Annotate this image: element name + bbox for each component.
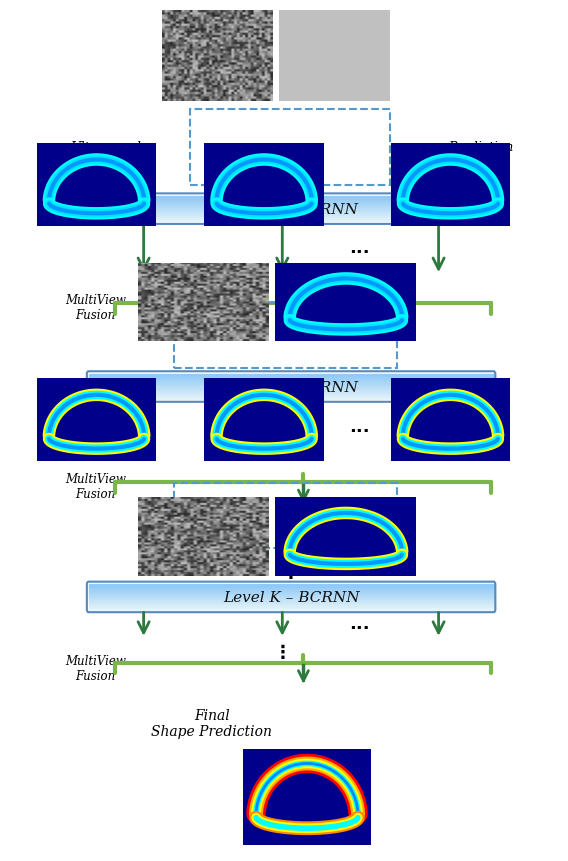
Bar — [89, 381, 494, 382]
Bar — [89, 211, 494, 212]
Bar — [89, 397, 494, 399]
Bar — [89, 218, 494, 220]
Bar — [89, 377, 494, 378]
Bar — [89, 199, 494, 201]
Bar — [89, 208, 494, 209]
Text: ⋮: ⋮ — [273, 643, 291, 661]
Bar — [89, 209, 494, 211]
Bar — [89, 197, 494, 198]
Bar — [89, 220, 494, 222]
Bar — [89, 378, 494, 380]
Bar — [89, 217, 494, 218]
Bar — [89, 585, 494, 587]
Bar — [89, 601, 494, 603]
Bar — [89, 604, 494, 606]
Bar — [89, 392, 494, 393]
Bar — [89, 387, 494, 388]
Bar — [89, 198, 494, 199]
Bar — [89, 595, 494, 596]
Text: Level K – BCRNN: Level K – BCRNN — [223, 591, 360, 604]
Bar — [89, 603, 494, 604]
Text: MultiView
Fusion: MultiView Fusion — [65, 654, 126, 682]
Bar — [89, 201, 494, 203]
Bar — [174, 484, 396, 548]
Bar — [89, 385, 494, 386]
Bar — [89, 591, 494, 592]
Bar — [89, 396, 494, 397]
Bar — [89, 598, 494, 600]
Bar — [89, 596, 494, 598]
Text: ...: ... — [349, 418, 370, 436]
Bar — [89, 380, 494, 381]
Text: Level 1 – BCRNN: Level 1 – BCRNN — [224, 380, 358, 394]
Text: MultiView
Fusion: MultiView Fusion — [65, 294, 126, 321]
Bar — [89, 593, 494, 595]
Bar — [89, 388, 494, 389]
Bar — [89, 399, 494, 400]
Bar — [89, 587, 494, 588]
Bar — [89, 216, 494, 217]
Bar — [89, 393, 494, 394]
Bar — [89, 375, 494, 377]
Bar — [89, 214, 494, 216]
Bar — [89, 386, 494, 387]
Bar — [89, 204, 494, 206]
Bar — [174, 304, 396, 369]
Bar — [89, 389, 494, 391]
Bar — [89, 590, 494, 591]
Text: ...: ... — [349, 238, 370, 257]
Bar — [89, 588, 494, 590]
Bar — [89, 206, 494, 207]
Bar — [89, 203, 494, 204]
Text: Level 0 – BCRNN: Level 0 – BCRNN — [224, 202, 358, 216]
Bar — [89, 382, 494, 383]
Bar — [89, 207, 494, 208]
Text: Ultrasound
Image: Ultrasound Image — [71, 141, 141, 169]
Bar — [190, 110, 390, 185]
Bar — [89, 607, 494, 609]
Text: MultiView
Fusion: MultiView Fusion — [65, 473, 126, 500]
Bar — [89, 609, 494, 610]
Text: Prediction
Map: Prediction Map — [448, 141, 513, 169]
Text: ⋮: ⋮ — [282, 563, 300, 581]
Bar — [89, 606, 494, 607]
Bar — [89, 391, 494, 392]
Text: Final
Shape Prediction: Final Shape Prediction — [152, 708, 272, 738]
Text: ...: ... — [349, 615, 370, 633]
Bar — [89, 394, 494, 396]
Bar — [89, 212, 494, 214]
Bar — [89, 592, 494, 593]
Bar — [89, 383, 494, 385]
Bar — [89, 600, 494, 601]
